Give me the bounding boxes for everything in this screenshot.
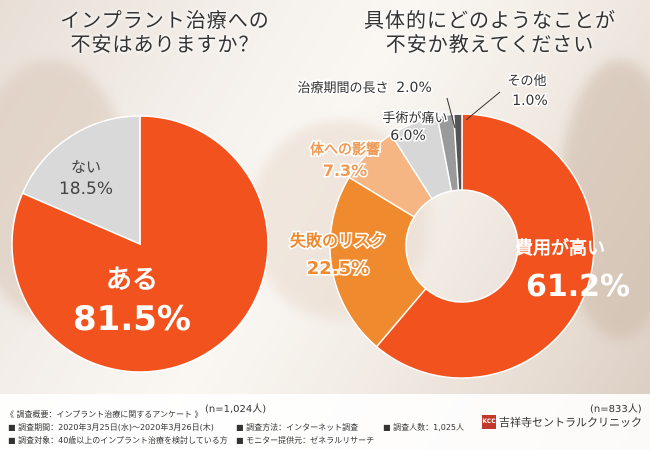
right-value-cost: 61.2% — [526, 269, 630, 304]
right-label-duration: 治療期間の長さ — [297, 81, 388, 96]
right-label-risk: 失敗のリスク — [290, 231, 386, 250]
survey-provider: ■ モニター提供元：ゼネラルリサーチ — [236, 436, 375, 445]
right-donut-slice-1 — [329, 176, 427, 348]
right-title-line-1: 具体的にどのようなことが — [364, 8, 616, 32]
left-title-line-1: インプラント治療への — [60, 8, 270, 32]
left-label-no: ない — [71, 158, 101, 176]
leader-line-other — [465, 91, 501, 121]
clinic-name: 吉祥寺セントラルクリニック — [499, 416, 642, 429]
right-donut-slice-0 — [375, 113, 595, 379]
left-pie-slice-1 — [21, 115, 141, 246]
right-donut-slice-5 — [452, 113, 463, 191]
right-value-pain: 6.0% — [390, 128, 426, 144]
left-title-line-2: 不安はありますか？ — [70, 32, 260, 56]
left-value-no: 18.5% — [59, 179, 113, 199]
clinic-logo: KCC — [482, 415, 496, 429]
left-chart-title: インプラント治療への 不安はありますか？ — [40, 8, 290, 56]
left-label-yes: ある — [106, 265, 158, 295]
right-value-body: 7.3% — [323, 161, 367, 180]
leader-line-duration — [446, 97, 456, 129]
survey-respondents: ■ 調査人数：1,025人 — [383, 423, 465, 432]
survey-period: ■ 調査期間：2020年3月25日(水)～2020年3月26日(木) — [8, 423, 214, 432]
survey-method: ■ 調査方法：インターネット調査 — [236, 423, 359, 432]
right-label-pain: 手術が痛い — [382, 110, 447, 126]
right-value-risk: 22.5% — [307, 258, 369, 279]
right-value-other: 1.0% — [512, 93, 548, 109]
right-label-cost: 費用が高い — [515, 237, 605, 259]
right-chart-title: 具体的にどのようなことが 不安か教えてください — [340, 8, 640, 56]
right-value-duration: 2.0% — [396, 80, 432, 96]
right-label-other: その他 — [507, 74, 546, 89]
left-n-label: (n=1,024人) — [205, 404, 267, 415]
survey-target: ■ 調査対象：40歳以上のインプラント治療を検討している方 — [8, 436, 228, 445]
right-title-line-2: 不安か教えてください — [385, 32, 595, 56]
right-n-label: (n=833人) — [590, 404, 642, 415]
survey-footer — [0, 394, 650, 450]
survey-summary: 《 調査概要：インプラント治療に関するアンケート 》 — [6, 410, 203, 419]
left-value-yes: 81.5% — [73, 299, 191, 339]
right-label-body: 体への影響 — [310, 141, 380, 158]
